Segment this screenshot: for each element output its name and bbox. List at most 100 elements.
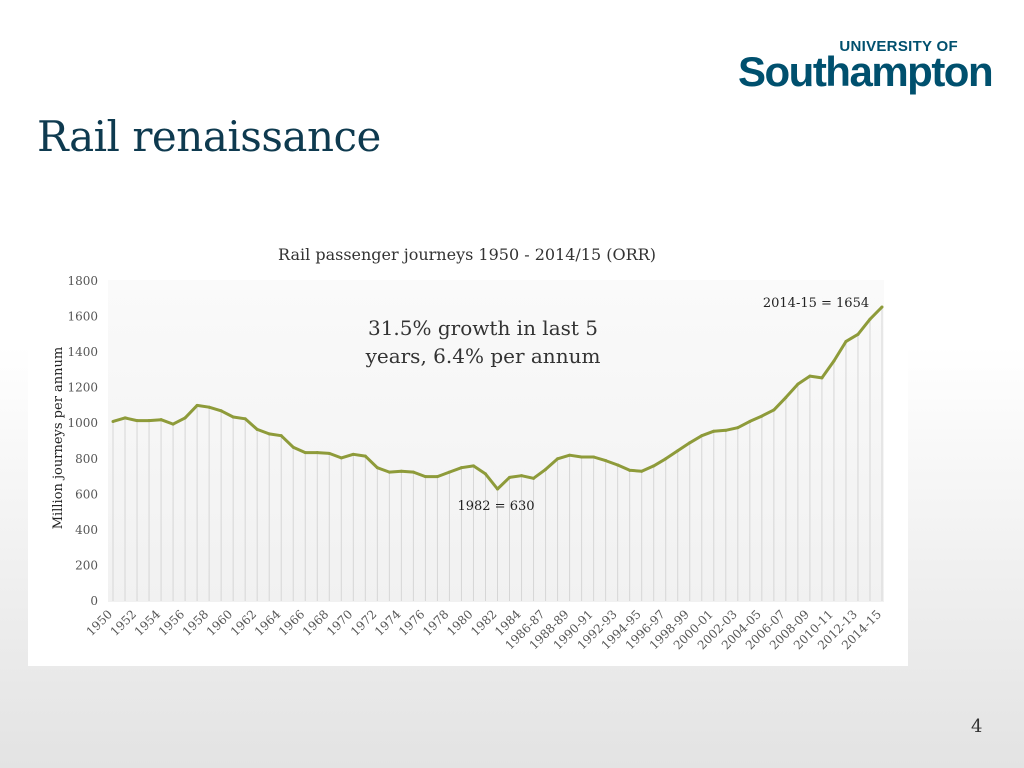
data-point — [255, 427, 259, 431]
data-point — [459, 466, 463, 470]
y-tick-label: 1600 — [67, 310, 98, 324]
y-tick-label: 0 — [90, 594, 98, 608]
x-tick-label: 1968 — [300, 607, 331, 638]
data-point — [243, 417, 247, 421]
x-tick-label: 1950 — [84, 607, 115, 638]
data-point — [784, 395, 788, 399]
data-point — [303, 451, 307, 455]
data-point — [327, 451, 331, 455]
x-tick-label: 1978 — [420, 607, 451, 638]
y-tick-label: 200 — [75, 558, 98, 572]
data-point — [556, 457, 560, 461]
data-point — [147, 419, 151, 423]
y-tick-label: 400 — [75, 523, 98, 537]
data-point — [159, 418, 163, 422]
x-tick-label: 1980 — [444, 607, 475, 638]
data-point — [447, 470, 451, 474]
data-point — [195, 403, 199, 407]
chart-panel: 0 200 400 600 800 1000 1200 1400 1600 1800 1950 19… — [28, 228, 908, 666]
data-point — [628, 468, 632, 472]
slide-number: 4 — [971, 716, 983, 737]
plot-area — [108, 280, 884, 602]
data-point — [724, 428, 728, 432]
growth-annotation-line-1: 31.5% growth in last 5 — [368, 316, 598, 340]
data-point — [640, 469, 644, 473]
data-point — [868, 317, 872, 321]
y-tick-label: 1400 — [67, 345, 98, 359]
x-tick-label: 1956 — [156, 607, 187, 638]
data-point — [496, 487, 499, 491]
data-point — [123, 416, 127, 420]
data-point — [135, 419, 139, 423]
data-point — [411, 470, 415, 474]
data-point — [219, 409, 223, 413]
data-point — [375, 466, 379, 470]
data-point — [844, 339, 848, 343]
y-tick-label: 1000 — [67, 416, 98, 430]
y-tick-label: 1800 — [67, 274, 98, 288]
x-axis-ticks: 1950195219541956195819601962196419661968… — [84, 607, 884, 652]
x-tick-label: 1976 — [396, 607, 427, 638]
university-logo: UNIVERSITY OF Southampton — [738, 38, 994, 100]
drop-lines — [112, 306, 883, 601]
data-point — [808, 374, 812, 378]
x-tick-label: 1958 — [180, 607, 211, 638]
data-point — [471, 464, 475, 468]
data-point — [267, 432, 271, 436]
data-point — [832, 359, 836, 363]
annotation-1982: 1982 = 630 — [457, 499, 534, 514]
x-tick-label: 1982 — [468, 607, 499, 638]
data-point — [363, 454, 367, 458]
data-point — [435, 475, 439, 479]
y-axis-ticks: 0 200 400 600 800 1000 1200 1400 1600 1800 — [67, 274, 98, 608]
slide-title: Rail renaissance — [37, 112, 381, 161]
chart-title: Rail passenger journeys 1950 - 2014/15 (… — [278, 245, 656, 264]
logo-line-2: Southampton — [738, 48, 994, 95]
y-tick-label: 600 — [75, 487, 98, 501]
data-point — [544, 467, 548, 471]
x-tick-label: 1974 — [372, 607, 404, 639]
x-tick-label: 1962 — [228, 607, 259, 638]
data-point — [796, 382, 800, 386]
data-point — [880, 305, 884, 309]
data-point — [508, 475, 512, 479]
x-tick-label: 1970 — [324, 607, 355, 638]
series-points — [111, 305, 884, 491]
data-point — [652, 464, 656, 468]
data-point — [676, 449, 680, 453]
data-point — [760, 414, 764, 418]
data-point — [748, 419, 752, 423]
data-point — [820, 376, 824, 380]
data-point — [856, 332, 860, 336]
data-point — [231, 415, 235, 419]
x-tick-label: 1960 — [204, 607, 235, 638]
data-point — [111, 419, 115, 423]
data-point — [315, 451, 319, 455]
data-point — [171, 422, 175, 426]
y-axis-label: Million journeys per annum — [51, 347, 66, 530]
data-point — [387, 470, 391, 474]
data-point — [592, 455, 596, 459]
x-tick-label: 1954 — [132, 607, 164, 639]
data-point — [339, 456, 343, 460]
y-tick-label: 1200 — [67, 381, 98, 395]
data-point — [568, 453, 572, 457]
data-point — [279, 434, 283, 438]
annotation-2014-15: 2014-15 = 1654 — [763, 296, 869, 311]
data-point — [483, 472, 487, 476]
data-point — [580, 455, 584, 459]
data-point — [399, 469, 403, 473]
data-point — [688, 441, 692, 445]
growth-annotation-line-2: years, 6.4% per annum — [365, 344, 601, 368]
data-point — [772, 408, 776, 412]
x-tick-label: 1972 — [348, 607, 379, 638]
data-point — [712, 429, 716, 433]
logo-line-1: UNIVERSITY OF — [839, 38, 958, 55]
data-point — [423, 475, 427, 479]
data-point — [183, 416, 187, 420]
data-point — [351, 452, 355, 456]
data-point — [736, 426, 740, 430]
y-tick-label: 800 — [75, 452, 98, 466]
x-tick-label: 1966 — [276, 607, 307, 638]
